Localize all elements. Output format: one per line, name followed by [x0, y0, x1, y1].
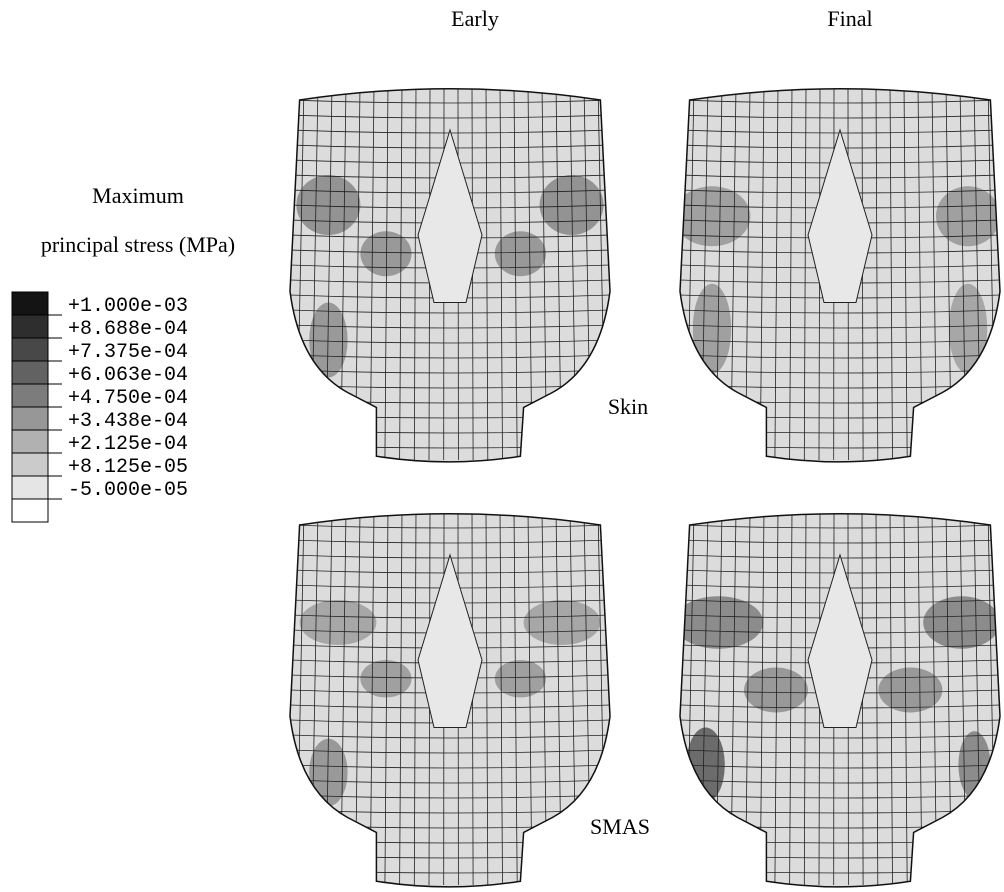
legend-label: +3.438e-04	[68, 410, 188, 433]
mesh-line	[282, 510, 290, 885]
legend-swatch	[12, 499, 48, 522]
legend-title: Maximum	[92, 183, 184, 208]
legend: +1.000e-03+8.688e-04+7.375e-04+6.063e-04…	[12, 292, 188, 522]
column-header: Early	[451, 6, 499, 31]
legend-label: +8.125e-05	[68, 456, 188, 479]
figure: Early Final Maximum principal stress (MP…	[0, 0, 1004, 892]
column-header: Final	[827, 6, 872, 31]
mesh-line	[680, 510, 1000, 513]
mesh-line	[290, 510, 610, 513]
row-label: Skin	[608, 394, 648, 419]
legend-swatch	[12, 430, 48, 453]
legend-swatch	[12, 407, 48, 430]
stress-region	[878, 668, 942, 713]
stress-region	[949, 284, 987, 374]
mesh-line	[290, 85, 610, 88]
stress-region	[693, 284, 731, 374]
mesh-line	[672, 510, 680, 885]
legend-label: +8.688e-04	[68, 318, 188, 341]
legend-label: +2.125e-04	[68, 433, 188, 456]
mesh-line	[672, 85, 680, 460]
legend-label: +1.000e-03	[68, 295, 188, 318]
legend-swatch	[12, 315, 48, 338]
legend-swatch	[12, 338, 48, 361]
legend-label: +4.750e-04	[68, 387, 188, 410]
mesh-images	[282, 85, 1000, 888]
stress-region	[300, 600, 377, 645]
mesh-line	[282, 85, 290, 460]
legend-title: principal stress (MPa)	[41, 232, 235, 257]
legend-swatch	[12, 476, 48, 499]
legend-label: -5.000e-05	[68, 479, 188, 502]
mesh-line	[680, 85, 1000, 88]
stress-region	[674, 596, 764, 649]
legend-swatch	[12, 453, 48, 476]
row-label: SMAS	[590, 814, 650, 839]
legend-swatch	[12, 361, 48, 384]
legend-swatch	[12, 384, 48, 407]
stress-region	[524, 600, 601, 645]
legend-label: +6.063e-04	[68, 364, 188, 387]
legend-label: +7.375e-04	[68, 341, 188, 364]
legend-swatch	[12, 292, 48, 315]
stress-region	[296, 175, 360, 235]
